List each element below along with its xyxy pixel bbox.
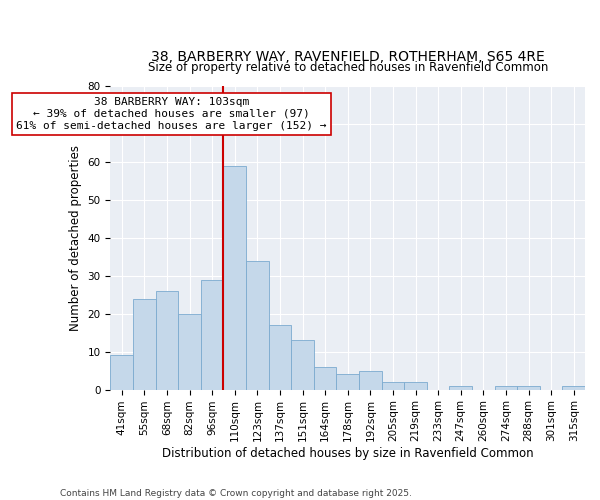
Bar bbox=[133, 298, 155, 390]
Bar bbox=[404, 382, 427, 390]
Bar bbox=[359, 370, 382, 390]
Bar bbox=[269, 325, 291, 390]
Text: 38 BARBERRY WAY: 103sqm
← 39% of detached houses are smaller (97)
61% of semi-de: 38 BARBERRY WAY: 103sqm ← 39% of detache… bbox=[16, 98, 327, 130]
Bar bbox=[291, 340, 314, 390]
Bar bbox=[494, 386, 517, 390]
Bar bbox=[110, 356, 133, 390]
Text: Size of property relative to detached houses in Ravenfield Common: Size of property relative to detached ho… bbox=[148, 61, 548, 74]
Title: 38, BARBERRY WAY, RAVENFIELD, ROTHERHAM, S65 4RE: 38, BARBERRY WAY, RAVENFIELD, ROTHERHAM,… bbox=[151, 50, 545, 64]
Bar bbox=[201, 280, 223, 390]
Bar bbox=[337, 374, 359, 390]
Bar bbox=[314, 367, 337, 390]
Y-axis label: Number of detached properties: Number of detached properties bbox=[69, 145, 82, 331]
Bar bbox=[382, 382, 404, 390]
Bar bbox=[178, 314, 201, 390]
Bar bbox=[223, 166, 246, 390]
Bar bbox=[155, 291, 178, 390]
Text: Contains HM Land Registry data © Crown copyright and database right 2025.: Contains HM Land Registry data © Crown c… bbox=[60, 488, 412, 498]
Bar bbox=[517, 386, 540, 390]
Bar bbox=[246, 260, 269, 390]
Bar bbox=[562, 386, 585, 390]
Bar bbox=[449, 386, 472, 390]
X-axis label: Distribution of detached houses by size in Ravenfield Common: Distribution of detached houses by size … bbox=[162, 447, 533, 460]
